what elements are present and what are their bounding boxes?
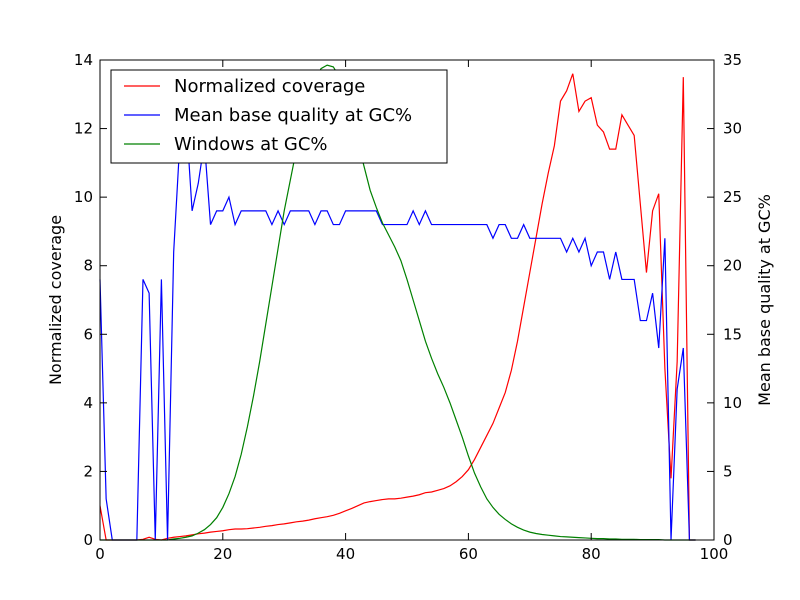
y-right-tick-label: 20 bbox=[723, 257, 742, 275]
legend-label-windows-at-gc: Windows at GC% bbox=[174, 134, 328, 155]
y-right-tick-label: 30 bbox=[723, 120, 742, 138]
legend-label-mean-base-quality: Mean base quality at GC% bbox=[174, 105, 412, 126]
x-tick-label: 0 bbox=[95, 545, 105, 563]
y-right-tick-label: 15 bbox=[723, 325, 742, 343]
legend-label-normalized-coverage: Normalized coverage bbox=[174, 76, 365, 97]
y-left-tick-label: 4 bbox=[83, 394, 93, 412]
y-right-tick-label: 35 bbox=[723, 51, 742, 69]
y-axis-left-label: Normalized coverage bbox=[46, 215, 65, 385]
y-right-tick-label: 10 bbox=[723, 394, 742, 412]
plot-lines bbox=[99, 64, 696, 541]
x-tick-label: 40 bbox=[336, 545, 355, 563]
y-right-tick-label: 25 bbox=[723, 188, 742, 206]
y-left-tick-label: 0 bbox=[83, 531, 93, 549]
x-tick-label: 80 bbox=[582, 545, 601, 563]
y-axis-right-label: Mean base quality at GC% bbox=[755, 194, 774, 406]
series-line-mean-base-quality bbox=[99, 114, 696, 541]
plot-frame bbox=[99, 59, 715, 541]
y-left-tick-label: 10 bbox=[74, 188, 93, 206]
y-left-tick-label: 14 bbox=[74, 51, 93, 69]
legend: Normalized coverage Mean base quality at… bbox=[110, 69, 448, 164]
y-left-tick-label: 2 bbox=[83, 462, 93, 480]
x-tick-label: 20 bbox=[213, 545, 232, 563]
y-left-tick-label: 12 bbox=[74, 120, 93, 138]
legend-frame bbox=[110, 69, 448, 164]
y-right-tick-label: 5 bbox=[723, 462, 733, 480]
series-line-normalized-coverage bbox=[99, 73, 696, 541]
y-left-tick-label: 6 bbox=[83, 325, 93, 343]
x-tick-label: 100 bbox=[700, 545, 729, 563]
x-tick-label: 60 bbox=[459, 545, 478, 563]
y-left-tick-label: 8 bbox=[83, 257, 93, 275]
y-right-tick-label: 0 bbox=[723, 531, 733, 549]
series-line-windows-at-gc bbox=[100, 64, 696, 541]
